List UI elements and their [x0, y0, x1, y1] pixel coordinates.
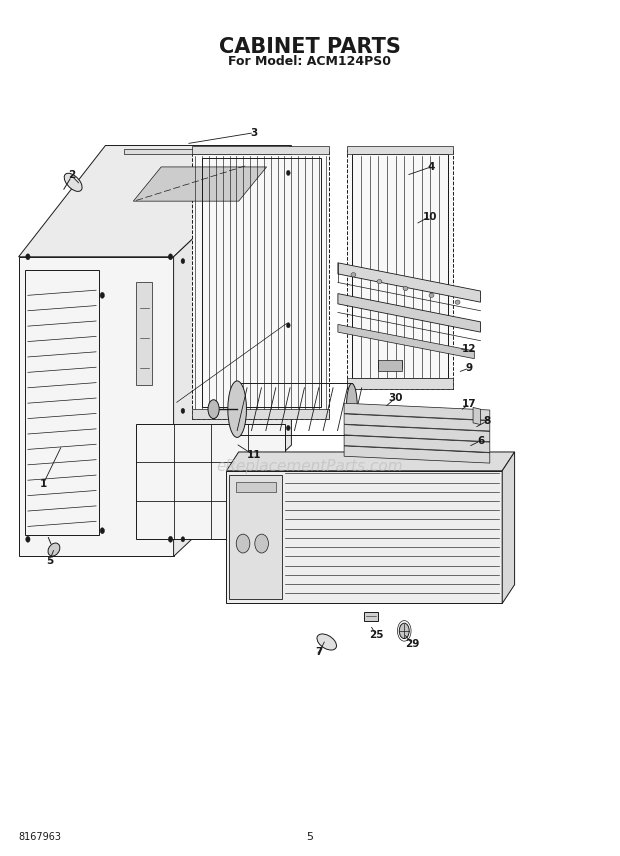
Ellipse shape: [181, 408, 185, 413]
Text: 6: 6: [477, 436, 484, 446]
Polygon shape: [344, 425, 490, 442]
Polygon shape: [133, 167, 267, 201]
Ellipse shape: [286, 425, 290, 431]
Text: 5: 5: [306, 832, 314, 842]
Ellipse shape: [48, 543, 60, 556]
Ellipse shape: [228, 381, 247, 437]
Text: eReplacementParts.com: eReplacementParts.com: [216, 459, 404, 474]
Ellipse shape: [429, 293, 434, 297]
Ellipse shape: [64, 173, 82, 192]
Ellipse shape: [181, 537, 185, 542]
Polygon shape: [19, 257, 174, 556]
Ellipse shape: [347, 383, 357, 435]
Polygon shape: [338, 263, 480, 302]
Polygon shape: [136, 424, 285, 539]
Polygon shape: [338, 324, 474, 359]
Text: 3: 3: [250, 128, 258, 138]
Text: 2: 2: [68, 170, 75, 181]
Text: 9: 9: [466, 363, 473, 373]
Ellipse shape: [255, 534, 268, 553]
Ellipse shape: [208, 400, 219, 419]
Polygon shape: [124, 149, 291, 154]
Text: 8167963: 8167963: [19, 832, 61, 842]
Ellipse shape: [399, 623, 409, 639]
Polygon shape: [344, 403, 490, 420]
Ellipse shape: [377, 279, 382, 283]
Ellipse shape: [100, 293, 104, 298]
Polygon shape: [347, 150, 453, 389]
Text: 17: 17: [462, 399, 477, 409]
Polygon shape: [338, 294, 480, 332]
Text: 7: 7: [316, 647, 323, 657]
Text: 12: 12: [462, 344, 477, 354]
Text: 5: 5: [46, 556, 53, 566]
Ellipse shape: [25, 536, 30, 543]
Polygon shape: [473, 407, 480, 425]
Ellipse shape: [317, 634, 337, 650]
Text: 1: 1: [40, 479, 47, 489]
Polygon shape: [364, 612, 378, 621]
Polygon shape: [226, 452, 515, 471]
Ellipse shape: [351, 272, 356, 277]
Polygon shape: [344, 446, 490, 463]
Ellipse shape: [181, 259, 185, 264]
Text: 10: 10: [422, 211, 437, 222]
Text: 8: 8: [483, 416, 490, 426]
Ellipse shape: [286, 170, 290, 175]
Ellipse shape: [455, 300, 460, 305]
Text: CABINET PARTS: CABINET PARTS: [219, 37, 401, 57]
Polygon shape: [229, 475, 282, 599]
Polygon shape: [236, 482, 276, 492]
Polygon shape: [378, 360, 402, 371]
Polygon shape: [226, 471, 502, 603]
Ellipse shape: [236, 534, 250, 553]
Ellipse shape: [403, 286, 408, 291]
Ellipse shape: [286, 323, 290, 328]
Ellipse shape: [100, 527, 104, 534]
Text: 29: 29: [405, 639, 420, 649]
Polygon shape: [192, 409, 329, 419]
Polygon shape: [192, 150, 329, 419]
Text: For Model: ACM124PS0: For Model: ACM124PS0: [229, 55, 391, 68]
Polygon shape: [502, 452, 515, 603]
Text: 30: 30: [388, 393, 403, 403]
Polygon shape: [19, 146, 291, 257]
Ellipse shape: [169, 254, 172, 260]
Polygon shape: [136, 282, 152, 385]
Polygon shape: [344, 414, 490, 431]
Polygon shape: [192, 146, 329, 154]
Polygon shape: [347, 378, 453, 389]
Polygon shape: [347, 146, 453, 154]
Ellipse shape: [169, 536, 172, 543]
Text: 11: 11: [247, 450, 262, 461]
Ellipse shape: [25, 254, 30, 260]
Polygon shape: [344, 436, 490, 452]
Text: 25: 25: [369, 630, 384, 640]
Text: 4: 4: [427, 162, 435, 172]
Polygon shape: [174, 146, 291, 556]
